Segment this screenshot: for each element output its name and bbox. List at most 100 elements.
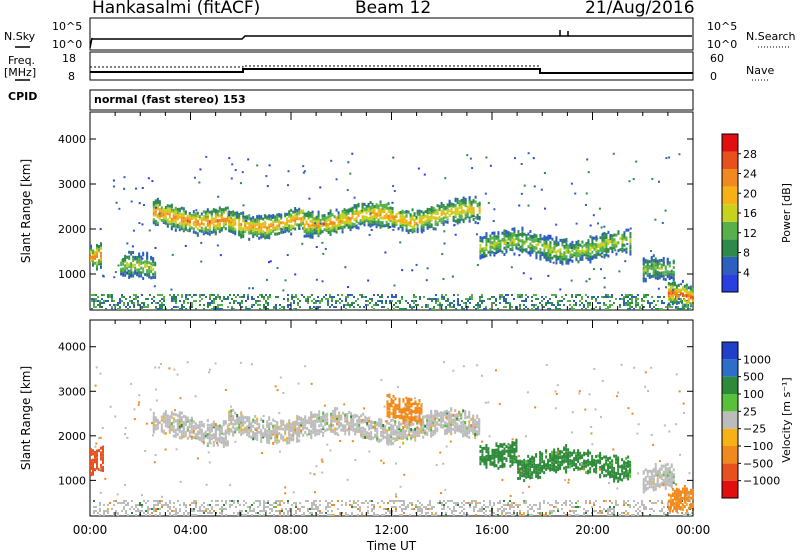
power-cell — [224, 227, 227, 231]
power-cell — [407, 231, 410, 235]
velocity-cell — [553, 510, 555, 512]
power-cell — [138, 260, 141, 264]
power-cell — [553, 242, 556, 246]
power-cell — [210, 221, 213, 225]
power-cell — [413, 212, 416, 216]
power-cell — [214, 230, 217, 234]
power-cell — [208, 232, 211, 236]
power-cell — [303, 234, 306, 238]
power-cell — [170, 203, 173, 207]
power-cell — [313, 217, 316, 221]
power-cell — [413, 223, 416, 227]
power-cell — [267, 298, 269, 300]
power-cell — [567, 250, 570, 254]
power-cell — [207, 304, 209, 306]
power-cell — [509, 233, 512, 237]
velocity-cell — [218, 433, 221, 437]
power-cell — [479, 248, 482, 252]
power-cell — [593, 296, 595, 298]
power-cell — [635, 304, 637, 306]
velocity-cell — [204, 433, 207, 437]
velocity-cell — [493, 504, 495, 506]
velocity-cell — [332, 409, 335, 413]
velocity-cell — [229, 504, 231, 506]
power-cell — [621, 233, 624, 237]
power-cell — [669, 295, 672, 299]
velocity-cell — [98, 467, 100, 471]
power-cell — [224, 208, 227, 212]
power-cell — [537, 298, 539, 300]
power-cell — [531, 250, 534, 254]
velocity-cell — [180, 436, 183, 440]
power-cell — [531, 246, 534, 250]
velocity-cell — [182, 428, 185, 432]
velocity-cell — [425, 514, 427, 516]
velocity-cell — [421, 508, 423, 510]
power-cell — [230, 229, 233, 233]
power-cell — [248, 214, 251, 218]
power-cell — [621, 244, 624, 248]
power-cell — [313, 225, 316, 229]
velocity-cell — [322, 425, 325, 429]
power-cell — [150, 262, 153, 266]
power-cell — [399, 308, 401, 310]
power-cell — [662, 271, 665, 275]
power-cell — [460, 217, 463, 221]
power-cell — [172, 215, 175, 219]
velocity-cell — [276, 435, 279, 439]
power-cell — [171, 296, 173, 298]
power-cell — [290, 227, 293, 231]
power-cell — [491, 296, 493, 298]
velocity-cell — [208, 437, 211, 441]
power-cell — [385, 223, 388, 227]
power-cell — [531, 239, 534, 243]
power-cell — [200, 218, 203, 222]
velocity-cell — [242, 417, 245, 421]
velocity-cell — [489, 510, 491, 512]
velocity-cell — [527, 506, 529, 508]
velocity-cell — [497, 514, 499, 516]
velocity-cell — [268, 436, 271, 440]
power-cell — [611, 237, 614, 241]
power-cell — [194, 215, 197, 219]
power-cell — [614, 249, 617, 252]
cpid-label: CPID — [8, 90, 38, 103]
power-cell — [523, 304, 525, 306]
power-cell — [503, 237, 506, 241]
velocity-cell — [395, 506, 397, 508]
velocity-cell — [204, 435, 207, 439]
power-cell — [664, 209, 667, 212]
power-cell — [397, 211, 400, 215]
velocity-cell — [260, 432, 263, 436]
power-cell — [489, 242, 492, 246]
power-cell — [635, 296, 637, 298]
power-cell — [132, 258, 135, 262]
power-cell — [515, 233, 518, 237]
velocity-cell — [210, 434, 213, 438]
power-cell — [505, 239, 508, 243]
power-cell — [152, 268, 155, 272]
velocity-cell — [291, 504, 293, 506]
power-cell — [452, 215, 455, 219]
velocity-cell — [282, 438, 285, 442]
power-cell — [505, 231, 508, 235]
power-cell — [313, 223, 316, 227]
power-cell — [475, 233, 478, 236]
velocity-cell — [469, 504, 471, 506]
velocity-cell — [565, 504, 567, 506]
power-cell — [317, 224, 320, 228]
power-cell — [592, 268, 595, 271]
power-cell — [389, 302, 391, 304]
velocity-cell — [593, 502, 595, 504]
power-cell — [458, 204, 461, 208]
power-cell — [579, 257, 582, 261]
power-cell — [642, 262, 645, 266]
power-cell — [442, 219, 445, 223]
velocity-cell — [290, 425, 293, 429]
power-cell — [136, 268, 139, 272]
velocity-cell — [367, 512, 369, 514]
power-cell — [182, 213, 185, 217]
velocity-cell — [344, 429, 347, 433]
power-cell — [650, 274, 653, 278]
power-cell — [134, 257, 137, 261]
